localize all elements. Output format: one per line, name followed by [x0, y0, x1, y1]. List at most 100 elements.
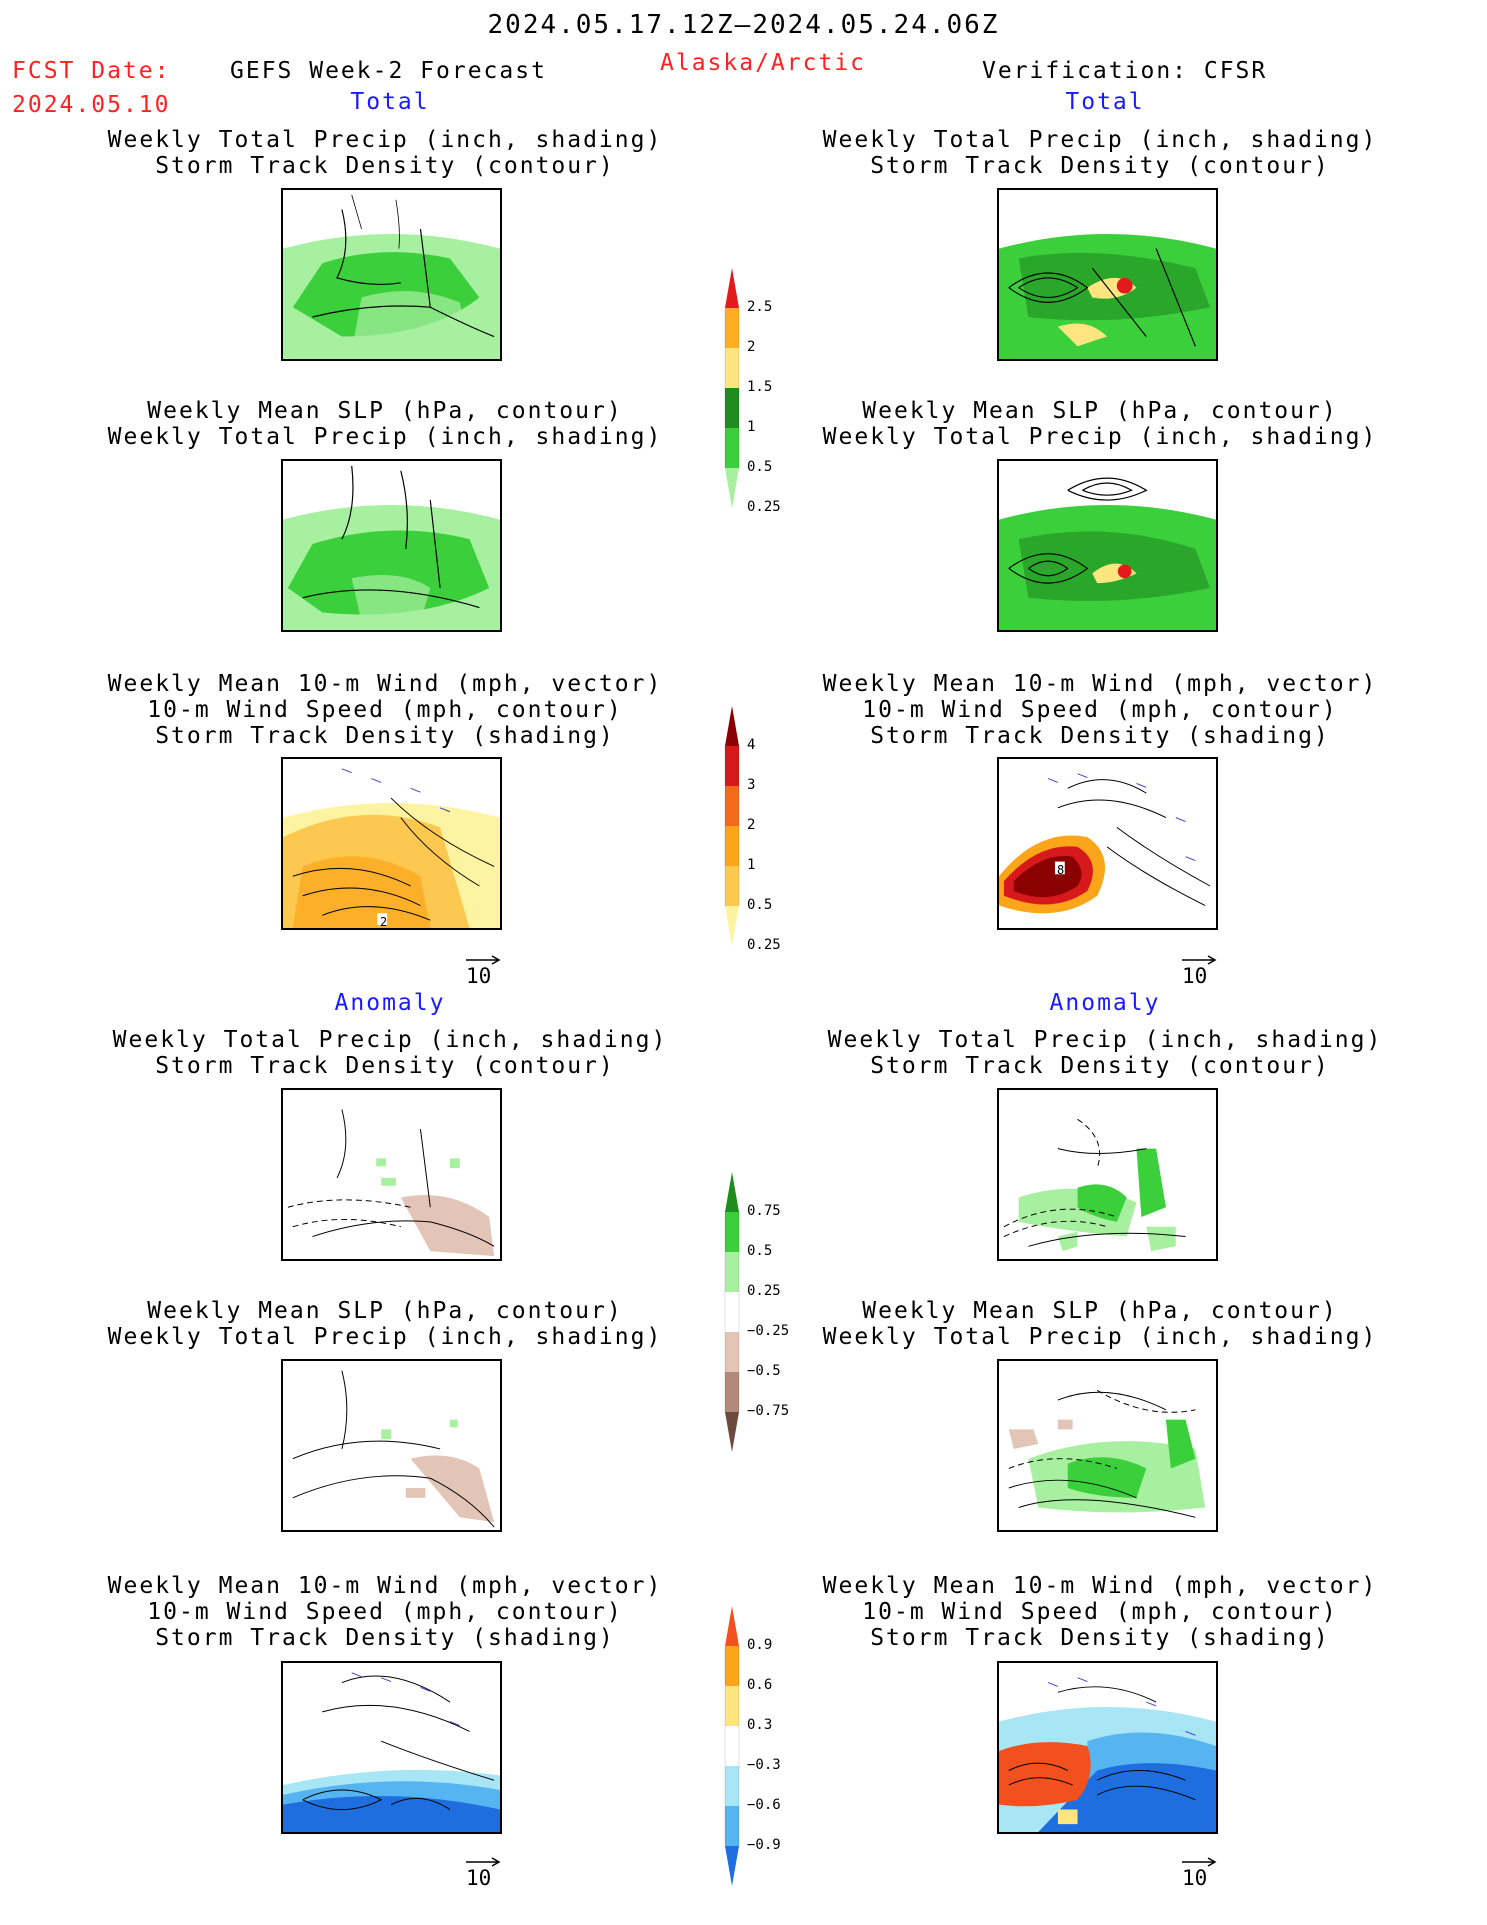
- colorbar-svg: [724, 268, 740, 508]
- title-wind-track-anom-l3: Storm Track Density (shading): [155, 1625, 615, 1651]
- title-wind-track-anom-l1: Weekly Mean 10-m Wind (mph, vector): [107, 1573, 663, 1599]
- title-slp-precip-l1: Weekly Mean SLP (hPa, contour): [147, 398, 623, 424]
- vector-ref-label: 10: [1182, 964, 1208, 988]
- vector-arrow-icon: [466, 1857, 501, 1867]
- colorbar-segment: [725, 1292, 739, 1332]
- title-precip-track-r1: Weekly Total Precip (inch, shading): [822, 127, 1378, 153]
- colorbar-segment: [725, 1766, 739, 1806]
- colorbar-tick-label: 1.5: [747, 379, 773, 395]
- model-title: GEFS Week-2 Forecast: [230, 58, 547, 84]
- title-wind-track-l3: Storm Track Density (shading): [155, 723, 615, 749]
- colorbar-svg: [724, 1172, 740, 1452]
- colorbar-tick-label: 3: [747, 777, 756, 793]
- colorbar-tick-label: 0.9: [747, 1637, 773, 1653]
- colorbar-segment: [725, 1846, 739, 1886]
- colorbar-segment: [725, 746, 739, 786]
- colorbar-tick-label: 0.5: [747, 897, 773, 913]
- colorbar-tick-label: 0.5: [747, 459, 773, 475]
- title-wind-track-r1: Weekly Mean 10-m Wind (mph, vector): [822, 671, 1378, 697]
- vector-ref-label: 10: [466, 964, 492, 988]
- contour-label-right: 8: [1057, 863, 1065, 877]
- title-precip-track-l2: Storm Track Density (contour): [155, 153, 615, 179]
- title-wind-track-anom-r2: 10-m Wind Speed (mph, contour): [862, 1599, 1338, 1625]
- title-wind-track-anom-l2: 10-m Wind Speed (mph, contour): [147, 1599, 623, 1625]
- colorbar-segment: [725, 1726, 739, 1766]
- colorbar-tick-label: −0.5: [747, 1363, 781, 1379]
- map-wind-track-anom-gefs: [281, 1661, 502, 1834]
- vector-ref-label: 10: [466, 1866, 492, 1890]
- colorbar-tick-label: 0.6: [747, 1677, 773, 1693]
- colorbar-segment: [725, 308, 739, 348]
- colorbar-tick-label: −0.25: [747, 1323, 790, 1339]
- vector-ref-left-total: 10: [466, 955, 502, 987]
- colorbar-segment: [725, 1172, 739, 1212]
- colorbar-tick-label: 1: [747, 857, 756, 873]
- period-title: 2024.05.17.12Z–2024.05.24.06Z: [487, 10, 1000, 40]
- region-title: Alaska/Arctic: [660, 50, 867, 76]
- vector-arrow-icon: [1182, 955, 1217, 965]
- vector-ref-label: 10: [1182, 1866, 1208, 1890]
- map-wind-track-total-cfsr: 8: [997, 757, 1218, 930]
- colorbar-segment: [725, 1412, 739, 1452]
- map-wind-track-anom-cfsr: [997, 1661, 1218, 1834]
- title-wind-track-r2: 10-m Wind Speed (mph, contour): [862, 697, 1338, 723]
- map-precip-track-total-gefs: [281, 188, 502, 361]
- colorbar-segment: [725, 866, 739, 906]
- title-wind-track-anom-r1: Weekly Mean 10-m Wind (mph, vector): [822, 1573, 1378, 1599]
- title-wind-track-l2: 10-m Wind Speed (mph, contour): [147, 697, 623, 723]
- colorbar-tick-label: 2: [747, 339, 756, 355]
- map-slp-precip-total-cfsr: [997, 459, 1218, 632]
- vector-ref-right-total: 10: [1182, 955, 1218, 987]
- colorbar-tick-label: −0.75: [747, 1403, 790, 1419]
- colorbar-tick-label: 0.3: [747, 1717, 773, 1733]
- title-precip-track-anom-r2: Storm Track Density (contour): [870, 1053, 1330, 1079]
- colorbar-segment: [725, 1332, 739, 1372]
- section-total-left: Total: [350, 89, 430, 115]
- colorbar-svg: [724, 706, 740, 946]
- map-precip-track-anom-gefs: [281, 1088, 502, 1261]
- title-slp-precip-r1: Weekly Mean SLP (hPa, contour): [862, 398, 1338, 424]
- section-anomaly-right: Anomaly: [1049, 990, 1161, 1016]
- colorbar-segment: [725, 1372, 739, 1412]
- section-total-right: Total: [1065, 89, 1145, 115]
- map-slp-precip-total-gefs: [281, 459, 502, 632]
- colorbar-segment: [725, 786, 739, 826]
- colorbar-tick-label: 4: [747, 737, 756, 753]
- colorbar-segment: [725, 1252, 739, 1292]
- map-precip-track-total-cfsr: [997, 188, 1218, 361]
- title-slp-precip-anom-r1: Weekly Mean SLP (hPa, contour): [862, 1298, 1338, 1324]
- map-wind-track-total-gefs: 2: [281, 757, 502, 930]
- colorbar-tick-label: 2.5: [747, 299, 773, 315]
- map-slp-precip-anom-cfsr: [997, 1359, 1218, 1532]
- vector-ref-right-anom: 10: [1182, 1857, 1218, 1889]
- colorbar-tick-label: 2: [747, 817, 756, 833]
- title-wind-track-l1: Weekly Mean 10-m Wind (mph, vector): [107, 671, 663, 697]
- colorbar-segment: [725, 1646, 739, 1686]
- title-wind-track-r3: Storm Track Density (shading): [870, 723, 1330, 749]
- colorbar-svg: [724, 1606, 740, 1886]
- colorbar-segment: [725, 1606, 739, 1646]
- colorbar-tick-label: −0.3: [747, 1757, 781, 1773]
- colorbar-tick-label: 0.25: [747, 937, 781, 953]
- colorbar-segment: [725, 706, 739, 746]
- map-slp-precip-anom-gefs: [281, 1359, 502, 1532]
- title-precip-track-r2: Storm Track Density (contour): [870, 153, 1330, 179]
- title-precip-track-l1: Weekly Total Precip (inch, shading): [107, 127, 663, 153]
- title-slp-precip-r2: Weekly Total Precip (inch, shading): [822, 424, 1378, 450]
- map-precip-track-anom-cfsr: [997, 1088, 1218, 1261]
- vector-ref-left-anom: 10: [466, 1857, 502, 1889]
- colorbar-segment: [725, 388, 739, 428]
- colorbar-tick-label: −0.9: [747, 1837, 781, 1853]
- verification-title: Verification: CFSR: [982, 58, 1268, 84]
- colorbar-segment: [725, 268, 739, 308]
- title-slp-precip-anom-r2: Weekly Total Precip (inch, shading): [822, 1324, 1378, 1350]
- colorbar-tick-label: 0.75: [747, 1203, 781, 1219]
- title-slp-precip-anom-l1: Weekly Mean SLP (hPa, contour): [147, 1298, 623, 1324]
- colorbar-tick-label: 1: [747, 419, 756, 435]
- contour-label-left: 2: [380, 915, 388, 929]
- title-slp-precip-l2: Weekly Total Precip (inch, shading): [107, 424, 663, 450]
- title-wind-track-anom-r3: Storm Track Density (shading): [870, 1625, 1330, 1651]
- colorbar-tick-label: 0.25: [747, 499, 781, 515]
- title-precip-track-anom-r1: Weekly Total Precip (inch, shading): [827, 1027, 1383, 1053]
- colorbar-segment: [725, 468, 739, 508]
